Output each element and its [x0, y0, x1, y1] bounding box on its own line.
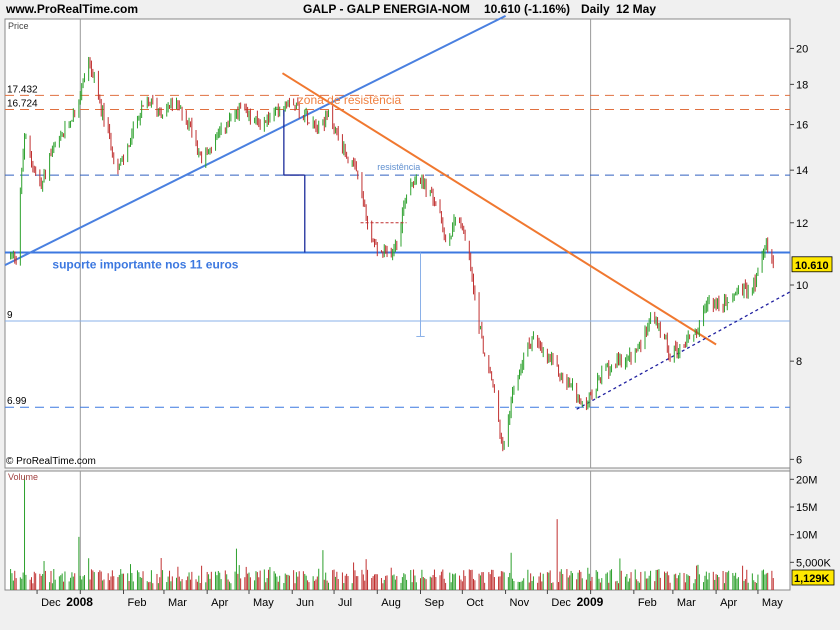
last-volume-label: 1,129K: [794, 573, 830, 585]
x-tick-label-1: 2008: [66, 595, 93, 609]
right-axis-area: [790, 19, 840, 590]
trend-line-1: [281, 72, 717, 346]
x-tick-label-12: Dec: [551, 597, 571, 609]
x-tick-label-15: Mar: [677, 597, 696, 609]
x-tick-label-9: Sep: [425, 597, 445, 609]
candles: [10, 56, 774, 452]
level-label-1: 16.724: [7, 98, 38, 109]
x-tick-label-16: Apr: [720, 597, 737, 609]
price-panel: [4, 18, 791, 469]
x-tick-label-2: Feb: [128, 597, 147, 609]
price-tick-label-3: 12: [796, 218, 808, 230]
price-tick-label-4: 14: [796, 165, 808, 177]
price-tick-label-1: 8: [796, 356, 802, 368]
x-tick-label-14: Feb: [638, 597, 657, 609]
price-tick-label-6: 18: [796, 79, 808, 91]
price-tick-label-5: 16: [796, 120, 808, 132]
last-price-box: [791, 256, 833, 273]
x-tick-label-11: Nov: [510, 597, 530, 609]
volume-bars: [10, 476, 774, 590]
x-tick-label-3: Mar: [168, 597, 187, 609]
volume-tick-label-3: 5,000K: [796, 557, 832, 569]
last-volume-box: [791, 569, 835, 586]
header-date: 12 May: [616, 2, 657, 16]
volume-tick-label-1: 15M: [796, 502, 817, 514]
watermark: © ProRealTime.com: [6, 456, 96, 467]
trend-line-2: [576, 291, 791, 410]
level-label-4: 9: [7, 310, 13, 321]
price-tick-label-0: 6: [796, 454, 802, 466]
volume-tick-label-0: 20M: [796, 474, 817, 486]
price-tick-label-2: 10: [796, 280, 808, 292]
annotation-1: resistência: [377, 162, 420, 172]
level-label-5: 6.99: [7, 396, 27, 407]
last-quote: 10.610 (-1.16%): [484, 2, 571, 16]
trend-line-0: [4, 14, 507, 267]
x-tick-label-0: Dec: [41, 597, 61, 609]
volume-panel: [4, 470, 791, 591]
volume-panel-label: Volume: [8, 472, 38, 482]
chart-header: www.ProRealTime.com GALP - GALP ENERGIA-…: [0, 0, 840, 18]
x-tick-label-13: 2009: [577, 595, 604, 609]
annotation-0: zona de resistência: [298, 93, 402, 107]
price-panel-label: Price: [8, 21, 29, 31]
level-label-0: 17.432: [7, 84, 38, 95]
site-url[interactable]: www.ProRealTime.com: [6, 2, 139, 16]
x-tick-label-8: Aug: [381, 597, 401, 609]
x-tick-label-6: Jun: [296, 597, 314, 609]
x-tick-label-17: May: [762, 597, 783, 609]
x-tick-label-10: Oct: [466, 597, 483, 609]
x-tick-label-7: Jul: [338, 597, 352, 609]
timeframe: Daily: [581, 2, 610, 16]
price-tick-label-7: 20: [796, 43, 808, 55]
last-price-label: 10.610: [795, 260, 829, 272]
x-tick-label-4: Apr: [211, 597, 228, 609]
x-tick-label-5: May: [253, 597, 274, 609]
volume-tick-label-2: 10M: [796, 530, 817, 542]
annotation-2: suporte importante nos 11 euros: [52, 257, 238, 271]
symbol-name: GALP - GALP ENERGIA-NOM: [303, 2, 470, 16]
